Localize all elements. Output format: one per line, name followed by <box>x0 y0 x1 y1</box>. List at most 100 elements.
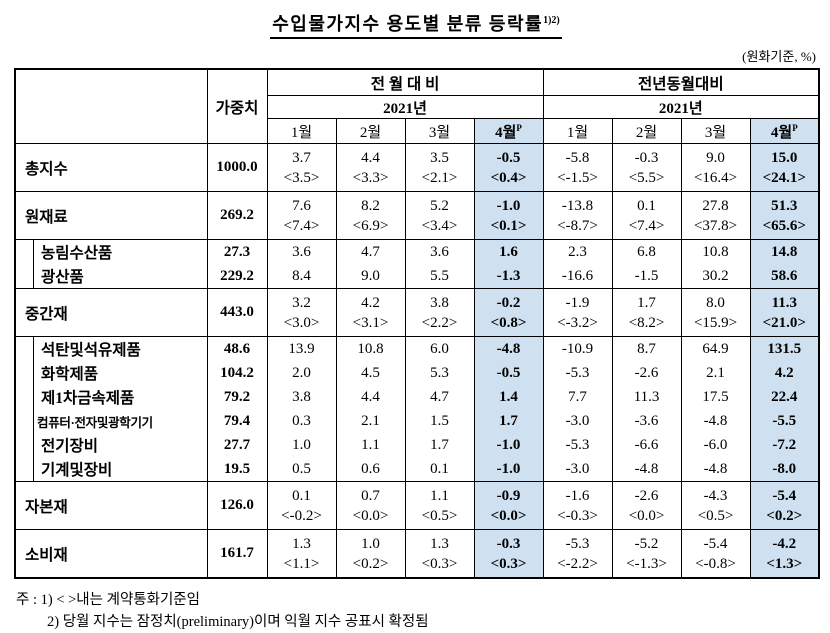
value-cell: -3.6 <box>611 409 682 433</box>
value-cell: 8.7 <box>611 336 682 361</box>
value-cell: 11.3 <box>611 385 682 409</box>
value-cell: -0.2 <0.8> <box>473 288 544 337</box>
row-label: 화학제품 <box>14 361 208 385</box>
value-cell: 1.3 <1.1> <box>266 529 337 579</box>
value-cell: 0.5 <box>266 457 337 482</box>
value-cell: 2.1 <box>335 409 406 433</box>
value-cell: -0.3 <0.3> <box>473 529 544 579</box>
value-cell: -2.6 <0.0> <box>611 481 682 530</box>
row-label: 전기장비 <box>14 433 208 457</box>
yoy-month-header-mar: 3월 <box>680 118 751 144</box>
value-cell: -0.5 <box>473 361 544 385</box>
value-cell: 3.7 <3.5> <box>266 143 337 192</box>
row-weight: 79.2 <box>206 385 268 409</box>
footnote-1: 주 : 1) < >내는 계약통화기준임 <box>16 592 200 608</box>
value-cell: -1.0 <box>473 457 544 482</box>
value-cell: 7.6 <7.4> <box>266 191 337 240</box>
value-cell: 4.7 <box>335 239 406 264</box>
value-cell: -4.8 <box>473 336 544 361</box>
value-cell: -1.9 <-3.2> <box>542 288 613 337</box>
value-cell: -5.5 <box>749 409 820 433</box>
value-cell: 1.0 <0.2> <box>335 529 406 579</box>
value-cell: -6.0 <box>680 433 751 457</box>
table-row: 소비재 161.7 1.3 <1.1> 1.0 <0.2> 1.3 <0.3> -0.3 <0.3… <box>14 529 820 579</box>
value-cell: 4.2 <box>749 361 820 385</box>
row-label: 석탄및석유제품 <box>14 336 208 361</box>
price-index-table: 가중치 전 월 대 비 전년동월대비 2021년 2021년 1월 2월 3월 … <box>14 68 821 579</box>
value-cell: 17.5 <box>680 385 751 409</box>
value-cell: 7.7 <box>542 385 613 409</box>
row-weight: 79.4 <box>206 409 268 433</box>
value-cell: 22.4 <box>749 385 820 409</box>
value-cell: 0.6 <box>335 457 406 482</box>
preliminary-marker: P <box>516 122 522 133</box>
value-cell: 11.3 <21.0> <box>749 288 820 337</box>
header-row-year: 2021년 2021년 <box>15 95 820 119</box>
value-cell: -4.2 <1.3> <box>749 529 820 579</box>
value-cell: 13.9 <box>266 336 337 361</box>
value-cell: -4.8 <box>680 457 751 482</box>
value-cell: 8.4 <box>266 264 337 289</box>
value-cell: -4.8 <box>680 409 751 433</box>
yoy-month-header-feb: 2월 <box>611 118 682 144</box>
value-cell: 10.8 <box>680 239 751 264</box>
value-cell: 3.6 <box>404 239 475 264</box>
page-title: 수입물가지수 용도별 분류 등락률1)2) <box>270 10 562 39</box>
value-cell: 5.3 <box>404 361 475 385</box>
value-cell: 1.7 <8.2> <box>611 288 682 337</box>
value-cell: -4.3 <0.5> <box>680 481 751 530</box>
value-cell: 10.8 <box>335 336 406 361</box>
row-weight: 27.7 <box>206 433 268 457</box>
row-weight: 19.5 <box>206 457 268 482</box>
value-cell: -1.0 <box>473 433 544 457</box>
table-row: 제1차금속제품 79.2 3.8 4.4 4.7 1.4 7.7 11.3 17.5 22.4 <box>14 385 820 409</box>
row-label: 컴퓨터·전자및광학기기 <box>14 409 208 433</box>
value-cell: -0.5 <0.4> <box>473 143 544 192</box>
value-cell: 1.6 <box>473 239 544 264</box>
table-row: 화학제품 104.2 2.0 4.5 5.3 -0.5 -5.3 -2.6 2.1 4.2 <box>14 361 820 385</box>
value-cell: 30.2 <box>680 264 751 289</box>
value-cell: -1.3 <box>473 264 544 289</box>
value-cell: 4.7 <box>404 385 475 409</box>
row-label: 중간재 <box>14 288 208 337</box>
value-cell: -8.0 <box>749 457 820 482</box>
value-cell: 3.6 <box>266 239 337 264</box>
value-cell: 6.0 <box>404 336 475 361</box>
value-cell: -2.6 <box>611 361 682 385</box>
table-row: 원재료 269.2 7.6 <7.4> 8.2 <6.9> 5.2 <3.4> -1.0 <0.1… <box>14 191 820 240</box>
row-weight: 126.0 <box>206 481 268 530</box>
value-cell: 1.7 <box>473 409 544 433</box>
value-cell: 1.5 <box>404 409 475 433</box>
unit-label: (원화기준, %) <box>742 49 816 64</box>
value-cell: 0.7 <0.0> <box>335 481 406 530</box>
value-cell: 0.3 <box>266 409 337 433</box>
corner-cell <box>14 68 208 144</box>
row-weight: 48.6 <box>206 336 268 361</box>
value-cell: 4.2 <3.1> <box>335 288 406 337</box>
value-cell: -1.0 <0.1> <box>473 191 544 240</box>
value-cell: -3.0 <box>542 409 613 433</box>
table-row: 총지수 1000.0 3.7 <3.5> 4.4 <3.3> 3.5 <2.1> -0.5 <0.… <box>14 143 820 192</box>
value-cell: 1.0 <box>266 433 337 457</box>
yoy-year-header: 2021년 <box>542 95 820 119</box>
value-cell: -5.3 <box>542 433 613 457</box>
table-row: 중간재 443.0 3.2 <3.0> 4.2 <3.1> 3.8 <2.2> -0.2 <0.8… <box>14 288 820 337</box>
value-cell: 8.2 <6.9> <box>335 191 406 240</box>
value-cell: 58.6 <box>749 264 820 289</box>
title-footnote-marker: 1)2) <box>543 15 560 26</box>
value-cell: -5.4 <0.2> <box>749 481 820 530</box>
title-row: 수입물가지수 용도별 분류 등락률1)2) <box>14 10 818 39</box>
value-cell: 64.9 <box>680 336 751 361</box>
value-cell: -4.8 <box>611 457 682 482</box>
mom-group-header: 전 월 대 비 <box>266 68 544 96</box>
value-cell: 4.4 <box>335 385 406 409</box>
row-weight: 269.2 <box>206 191 268 240</box>
value-cell: -3.0 <box>542 457 613 482</box>
header-row-months: 1월 2월 3월 4월P 1월 2월 3월 4월P <box>15 118 820 144</box>
weight-column-header: 가중치 <box>206 68 268 144</box>
value-cell: -0.9 <0.0> <box>473 481 544 530</box>
value-cell: 14.8 <box>749 239 820 264</box>
value-cell: -5.3 <box>542 361 613 385</box>
value-cell: 0.1 <7.4> <box>611 191 682 240</box>
